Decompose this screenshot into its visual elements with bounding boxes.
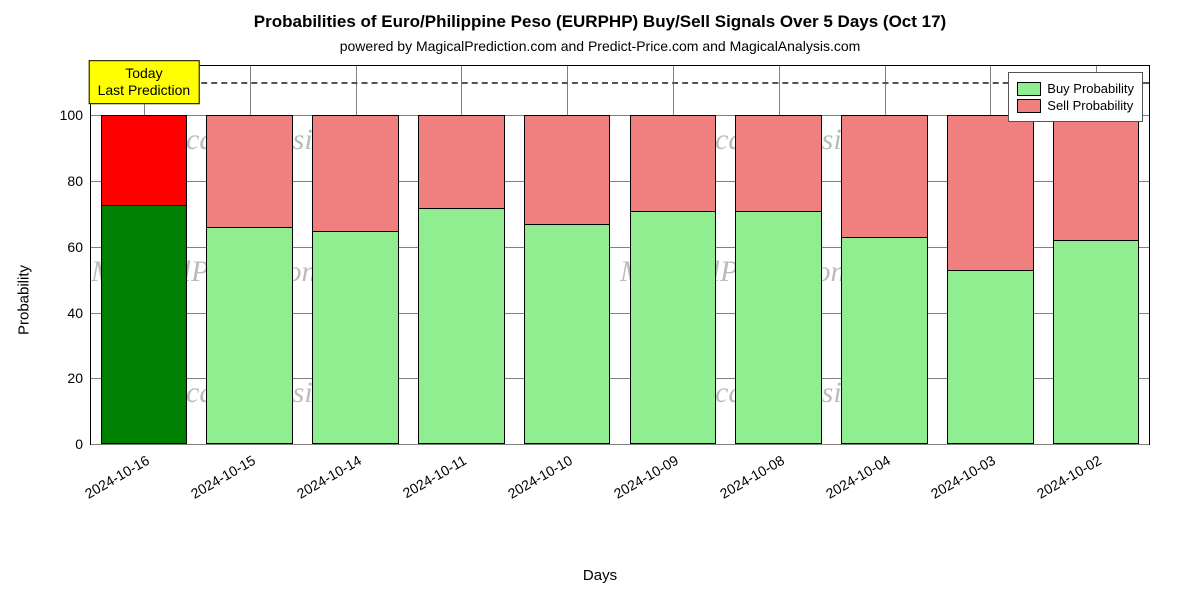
xtick-label: 2024-10-08 [717,452,787,502]
bar-segment-buy [525,224,610,443]
bar-segment-sell [1054,116,1139,240]
bar-segment-buy [631,211,716,443]
bar-segment-sell [102,116,187,204]
x-axis-label: Days [583,567,617,584]
bar-segment-buy [419,208,504,443]
ytick-label: 60 [67,239,83,255]
bar-segment-sell [842,116,927,237]
legend: Buy Probability Sell Probability [1008,72,1143,122]
legend-item: Buy Probability [1017,81,1134,96]
legend-item: Sell Probability [1017,98,1134,113]
ytick-label: 80 [67,173,83,189]
bar-segment-buy [102,205,187,443]
legend-label: Buy Probability [1047,81,1134,96]
xtick-label: 2024-10-04 [822,452,892,502]
annotation-today: Today Last Prediction [89,61,200,105]
legend-swatch [1017,82,1041,96]
bar-segment-sell [525,116,610,224]
bar-segment-sell [419,116,504,207]
bar [418,115,505,444]
grid-line-h [91,444,1149,445]
bar [312,115,399,444]
ytick-label: 20 [67,370,83,386]
bar [841,115,928,444]
bar-segment-sell [313,116,398,230]
xtick-label: 2024-10-15 [188,452,258,502]
xtick-label: 2024-10-03 [928,452,998,502]
bar [206,115,293,444]
chart-subtitle: powered by MagicalPrediction.com and Pre… [0,38,1200,54]
y-axis-label: Probability [16,265,33,335]
bar [524,115,611,444]
chart-title: Probabilities of Euro/Philippine Peso (E… [0,12,1200,32]
ytick-label: 0 [75,436,83,452]
bar [630,115,717,444]
bar [1053,115,1140,444]
ytick-label: 40 [67,305,83,321]
bar-segment-sell [736,116,821,211]
bar [735,115,822,444]
bar [947,115,1034,444]
legend-swatch [1017,99,1041,113]
xtick-label: 2024-10-16 [82,452,152,502]
legend-label: Sell Probability [1047,98,1133,113]
bar-segment-buy [736,211,821,443]
bar-segment-buy [1054,240,1139,443]
xtick-label: 2024-10-11 [400,452,469,501]
bar-segment-buy [948,270,1033,443]
xtick-label: 2024-10-14 [293,452,363,502]
bar-segment-sell [631,116,716,211]
plot-area: MagicalAnalysis.com MagicalAnalysis.com … [90,65,1150,445]
bar-segment-buy [842,237,927,443]
bar-segment-sell [948,116,1033,270]
chart-container: Probabilities of Euro/Philippine Peso (E… [0,0,1200,600]
xtick-label: 2024-10-10 [505,452,575,502]
bar [101,115,188,444]
ytick-label: 100 [60,107,83,123]
bar-segment-sell [207,116,292,227]
bar-segment-buy [207,227,292,443]
xtick-label: 2024-10-09 [611,452,681,502]
bar-segment-buy [313,231,398,443]
reference-line [91,82,1149,84]
xtick-label: 2024-10-02 [1034,452,1104,502]
